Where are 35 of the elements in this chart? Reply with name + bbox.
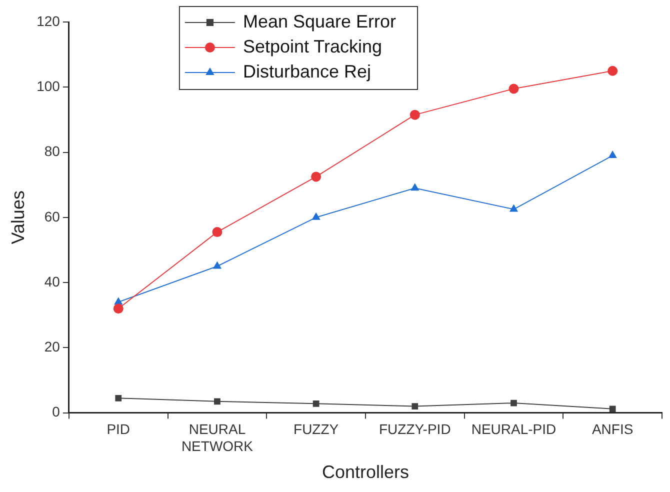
x-tick-label: FUZZY: [294, 421, 340, 438]
y-tick-label: 80: [44, 143, 60, 160]
point: [609, 406, 616, 412]
point: [509, 204, 518, 212]
x-tick-label: PID: [106, 421, 130, 438]
y-tick-label: 20: [44, 338, 60, 355]
x-tick-label: NEURAL NETWORK: [181, 421, 254, 454]
point: [410, 110, 420, 120]
point: [608, 66, 618, 76]
x-axis-title: Controllers: [322, 462, 409, 482]
legend-label: Mean Square Error: [242, 11, 396, 32]
point: [608, 150, 617, 158]
y-tick-label: 40: [44, 273, 60, 290]
point: [510, 400, 517, 406]
point: [312, 400, 320, 407]
y-tick-label: 0: [52, 404, 60, 420]
legend-label: Setpoint Tracking: [242, 36, 382, 56]
point: [412, 403, 418, 410]
point: [312, 212, 320, 220]
y-tick-label: 120: [36, 12, 60, 29]
x-tick-label: NEURAL-PID: [471, 421, 556, 438]
point: [214, 398, 220, 405]
point: [410, 183, 420, 191]
point: [113, 304, 124, 314]
legend-label: Disturbance Rej: [242, 61, 372, 82]
x-tick-label: FUZZY-PID: [378, 421, 451, 438]
y-axis-title: Values: [8, 190, 28, 244]
x-tick-label: ANFIS: [592, 421, 634, 438]
point: [115, 394, 122, 402]
point: [311, 172, 322, 182]
point: [212, 261, 222, 269]
point: [212, 227, 222, 238]
y-tick-label: 60: [44, 208, 60, 224]
point: [508, 84, 519, 94]
y-tick-label: 100: [36, 78, 60, 94]
